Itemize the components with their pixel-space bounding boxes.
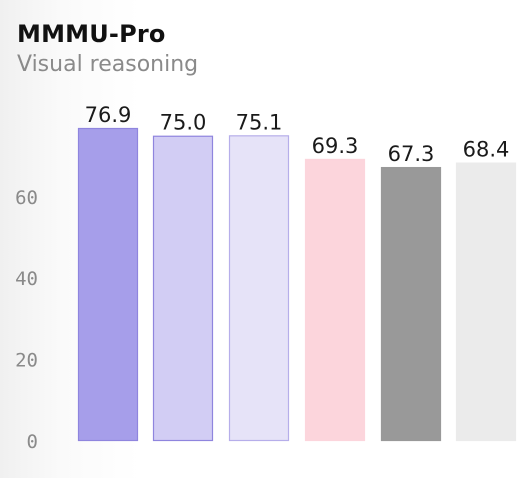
bar — [304, 158, 366, 442]
chart-title: MMMU-Pro — [17, 20, 166, 48]
bar-value-label: 76.9 — [85, 103, 132, 127]
y-tick-label: 60 — [15, 187, 38, 209]
bar-value-label: 68.4 — [463, 138, 510, 162]
y-tick-label: 0 — [27, 431, 38, 453]
chart-subtitle: Visual reasoning — [17, 52, 199, 77]
bar-value-label: 67.3 — [388, 142, 435, 166]
bar-value-label: 69.3 — [312, 134, 359, 158]
bar-value-label: 75.1 — [236, 110, 283, 134]
y-tick-label: 40 — [15, 268, 38, 290]
bar — [380, 166, 442, 442]
bar — [455, 162, 517, 442]
y-tick-label: 20 — [15, 350, 38, 372]
bar-value-label: 75.0 — [160, 111, 207, 135]
bar — [152, 135, 214, 442]
bar — [77, 127, 139, 442]
bar — [228, 135, 290, 442]
